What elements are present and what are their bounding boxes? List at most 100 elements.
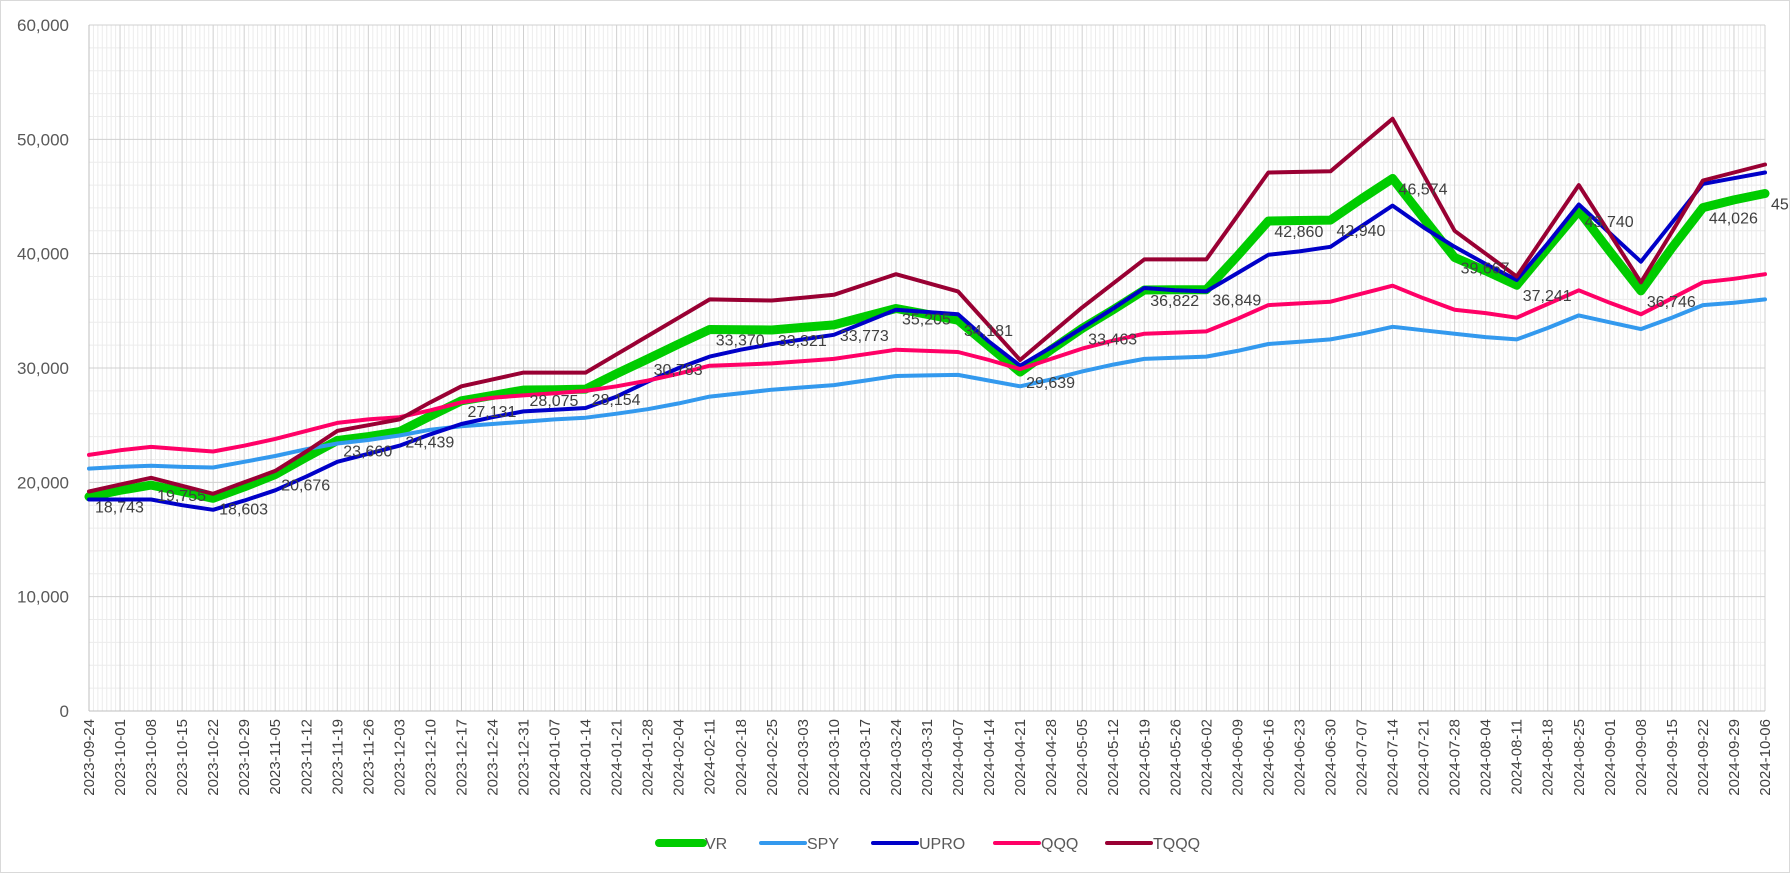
x-tick-label: 2023-12-31: [516, 719, 533, 796]
x-tick-label: 2024-09-15: [1664, 719, 1681, 796]
series-line-spy: [87, 297, 1767, 471]
x-tick-label: 2024-04-07: [950, 719, 967, 796]
legend-label-vr: VR: [705, 836, 727, 853]
x-tick-label: 2024-07-07: [1354, 719, 1371, 796]
data-labels: 18,743 19,755 18,603 20,676 23,660 24,439 27,1…: [95, 182, 1789, 519]
series-line-qqq: [87, 272, 1767, 457]
x-tick-label: 2024-10-06: [1757, 719, 1774, 796]
vr-data-label: 35,205: [902, 311, 951, 328]
x-axis-tick-labels: 2023-09-24 2023-10-01 2023-10-08 2023-10-15…: [81, 719, 1774, 796]
x-tick-label: 2024-02-04: [671, 719, 688, 796]
x-tick-label: 2024-06-09: [1229, 719, 1246, 796]
legend: VR SPY UPRO QQQ TQQQ: [655, 836, 1200, 853]
x-tick-label: 2024-08-25: [1571, 719, 1588, 796]
legend-label-upro: UPRO: [919, 836, 965, 853]
vr-data-label: 20,676: [281, 478, 330, 495]
x-tick-label: 2023-12-10: [422, 719, 439, 796]
y-tick-label: 50,000: [17, 130, 69, 149]
y-tick-label: 10,000: [17, 588, 69, 607]
x-tick-label: 2024-01-21: [609, 719, 626, 796]
x-tick-label: 2024-06-02: [1198, 719, 1215, 796]
x-tick-label: 2024-05-05: [1074, 719, 1091, 796]
x-tick-label: 2024-02-25: [764, 719, 781, 796]
vr-data-label: 23,660: [343, 443, 392, 460]
vr-data-label: 33,773: [840, 328, 889, 345]
vr-data-label: 43,740: [1585, 214, 1634, 231]
vr-data-label: 27,131: [467, 404, 516, 421]
x-tick-label: 2024-04-14: [981, 719, 998, 796]
legend-label-qqq: QQQ: [1041, 836, 1078, 853]
x-tick-label: 2024-07-28: [1447, 719, 1464, 796]
vr-data-label: 45,260: [1771, 197, 1789, 214]
legend-label-spy: SPY: [807, 836, 839, 853]
x-tick-label: 2023-10-15: [174, 719, 191, 796]
x-tick-label: 2024-06-30: [1322, 719, 1339, 796]
x-tick-label: 2023-12-03: [391, 719, 408, 796]
x-tick-label: 2024-01-07: [547, 719, 564, 796]
x-tick-label: 2024-08-04: [1478, 719, 1495, 796]
vr-data-label: 33,370: [716, 332, 765, 349]
x-tick-label: 2023-10-01: [112, 719, 129, 796]
y-axis-tick-labels: 0 10,000 20,000 30,000 40,000 50,000 60,000: [17, 16, 69, 721]
x-tick-label: 2023-11-26: [360, 719, 377, 795]
x-tick-label: 2023-09-24: [81, 719, 98, 796]
x-tick-label: 2024-04-28: [1043, 719, 1060, 796]
x-tick-label: 2024-05-26: [1167, 719, 1184, 796]
vr-data-label: 19,755: [157, 488, 206, 505]
x-tick-label: 2024-05-12: [1105, 719, 1122, 796]
vr-data-label: 34,181: [964, 323, 1013, 340]
vr-data-label: 24,439: [405, 435, 454, 452]
y-tick-label: 20,000: [17, 473, 69, 492]
y-tick-label: 60,000: [17, 16, 69, 35]
vr-data-label: 33,321: [778, 333, 827, 350]
x-tick-label: 2023-10-29: [236, 719, 253, 796]
x-tick-label: 2024-07-14: [1385, 719, 1402, 796]
x-tick-label: 2024-03-10: [826, 719, 843, 796]
vr-data-label: 28,154: [592, 392, 641, 409]
vr-data-label: 33,463: [1088, 331, 1137, 348]
x-tick-label: 2024-08-11: [1509, 719, 1526, 795]
x-tick-label: 2024-09-22: [1695, 719, 1712, 796]
x-tick-label: 2024-09-01: [1602, 719, 1619, 796]
x-tick-label: 2024-06-23: [1291, 719, 1308, 796]
vr-data-label: 30,783: [654, 362, 703, 379]
x-tick-label: 2023-12-17: [453, 719, 470, 796]
series-line-vr: [84, 174, 1770, 503]
series-lines: [84, 116, 1770, 512]
major-gridlines: [88, 24, 1766, 712]
x-tick-label: 2024-02-18: [733, 719, 750, 796]
x-tick-label: 2024-04-21: [1012, 719, 1029, 796]
series-line-upro: [87, 170, 1767, 512]
x-tick-label: 2023-11-12: [298, 719, 315, 795]
vr-data-label: 36,849: [1212, 293, 1261, 310]
vr-data-label: 18,603: [219, 501, 268, 518]
vr-data-label: 36,746: [1647, 294, 1696, 311]
x-tick-label: 2024-03-31: [919, 719, 936, 796]
x-tick-label: 2024-09-29: [1726, 719, 1743, 796]
x-tick-label: 2024-02-11: [702, 719, 719, 795]
series-line-tqqq: [87, 116, 1767, 496]
y-tick-label: 30,000: [17, 359, 69, 378]
legend-label-tqqq: TQQQ: [1153, 836, 1200, 853]
x-tick-label: 2024-08-18: [1540, 719, 1557, 796]
vr-data-label: 29,639: [1026, 375, 1075, 392]
vr-data-label: 28,075: [530, 393, 579, 410]
x-tick-label: 2024-01-14: [578, 719, 595, 796]
x-tick-label: 2024-06-16: [1260, 719, 1277, 796]
y-tick-label: 0: [60, 702, 69, 721]
x-tick-label: 2024-05-19: [1136, 719, 1153, 796]
axes: [88, 25, 1765, 712]
vr-data-label: 37,241: [1523, 288, 1572, 305]
x-tick-label: 2024-07-21: [1416, 719, 1433, 796]
x-tick-label: 2023-10-22: [205, 719, 222, 796]
vr-data-label: 42,940: [1336, 223, 1385, 240]
x-tick-label: 2024-09-08: [1633, 719, 1650, 796]
vr-data-label: 44,026: [1709, 211, 1758, 228]
y-tick-label: 40,000: [17, 245, 69, 264]
vr-data-label: 46,574: [1399, 182, 1448, 199]
vr-data-label: 18,743: [95, 500, 144, 517]
vr-data-label: 39,667: [1461, 260, 1510, 277]
x-tick-label: 2023-10-08: [143, 719, 160, 796]
